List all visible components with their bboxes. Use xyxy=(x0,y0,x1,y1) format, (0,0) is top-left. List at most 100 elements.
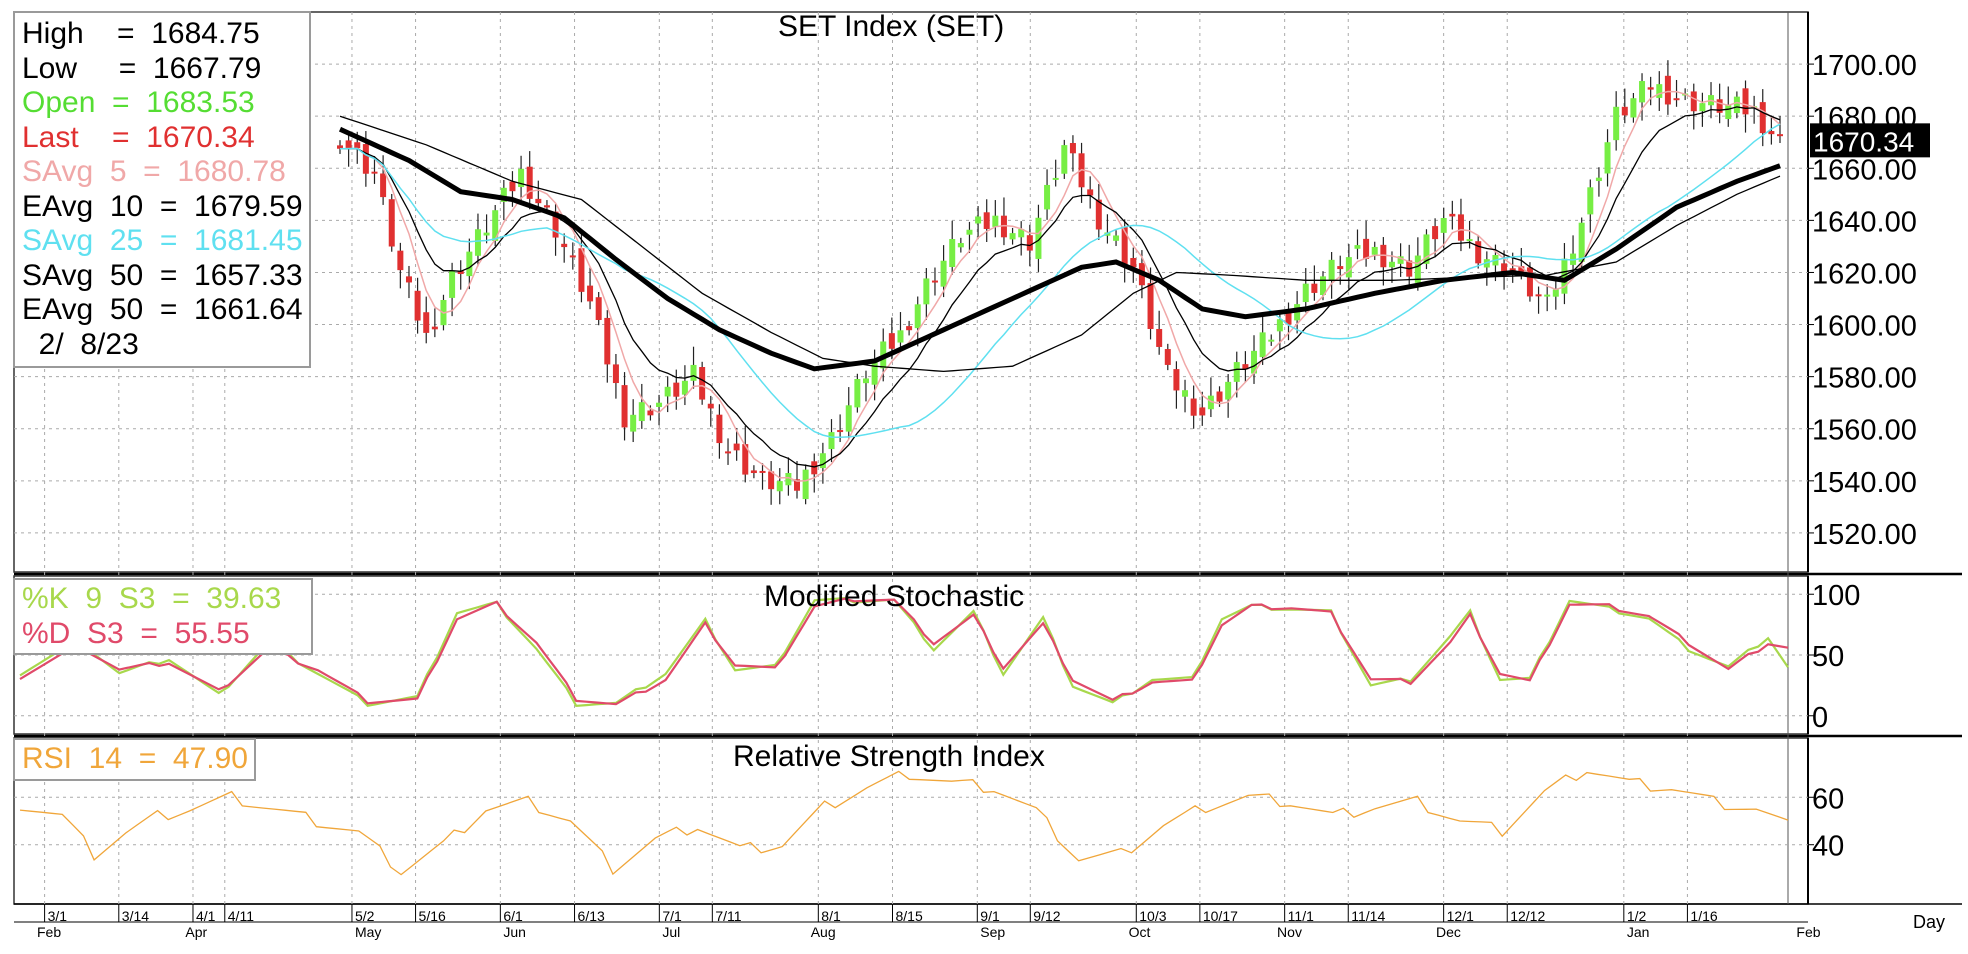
candle-body xyxy=(1544,294,1551,297)
candle-body xyxy=(543,205,550,208)
y-tick-label: 1700.00 xyxy=(1812,50,1917,82)
ema-10-line xyxy=(340,106,1781,468)
axes: 1700.001680.001660.001640.001620.001600.… xyxy=(14,50,1917,940)
candle-body xyxy=(388,199,395,247)
candle-body xyxy=(500,187,507,202)
candle-body xyxy=(1699,103,1706,112)
candle-body xyxy=(569,255,576,258)
candle-body xyxy=(1147,283,1154,329)
y-tick-label: 1540.00 xyxy=(1812,467,1917,499)
candle-body xyxy=(1121,227,1128,265)
x-tick-label: 9/1 xyxy=(980,908,1000,924)
candle-body xyxy=(1216,391,1223,402)
candle-body xyxy=(690,364,697,381)
candle-body xyxy=(656,402,663,407)
candle-body xyxy=(1069,143,1076,154)
candle-body xyxy=(957,243,964,248)
candle-body xyxy=(1397,256,1404,264)
rsi-panel-title: Relative Strength Index xyxy=(733,740,1045,773)
candle-body xyxy=(871,359,878,385)
candle-body xyxy=(1164,349,1171,365)
candle-body xyxy=(837,430,844,433)
candle-body xyxy=(1777,134,1783,137)
candle-body xyxy=(457,270,464,275)
candle-body xyxy=(1501,263,1508,277)
candle-body xyxy=(371,171,378,174)
candle-body xyxy=(1759,102,1766,134)
candle-body xyxy=(561,243,568,248)
candle-body xyxy=(483,232,490,236)
month-label: Feb xyxy=(37,924,61,940)
candle-body xyxy=(466,251,473,277)
x-tick-label: 6/13 xyxy=(578,908,605,924)
legend-entry: 2/ 8/23 xyxy=(22,327,139,361)
candle-body xyxy=(897,330,904,343)
candle-body xyxy=(1475,241,1482,264)
candle-body xyxy=(1276,319,1283,332)
candle-body xyxy=(828,432,835,450)
y-tick-label: 0 xyxy=(1812,702,1828,734)
candle-body xyxy=(1690,91,1697,112)
x-tick-label: 1/2 xyxy=(1627,908,1647,924)
candle-body xyxy=(1009,233,1016,240)
y-tick-label: 60 xyxy=(1812,783,1844,815)
candle-body xyxy=(811,461,818,475)
candle-body xyxy=(1018,228,1025,238)
x-tick-label: 5/2 xyxy=(355,908,375,924)
candle-body xyxy=(1285,312,1292,325)
candle-body xyxy=(1639,81,1646,103)
x-tick-label: 11/14 xyxy=(1351,908,1385,924)
rsi-line xyxy=(19,770,1789,876)
candle-body xyxy=(1130,258,1137,268)
candle-body xyxy=(1423,234,1430,264)
x-tick-label: 8/1 xyxy=(821,908,841,924)
candle-body xyxy=(1432,226,1439,240)
x-tick-label: 7/1 xyxy=(662,908,682,924)
candle-body xyxy=(1414,255,1421,283)
candle-body xyxy=(1621,106,1628,116)
candle-body xyxy=(1440,218,1447,233)
candle-body xyxy=(1552,289,1559,297)
candle-body xyxy=(768,471,775,490)
candle-body xyxy=(906,326,913,331)
candle-body xyxy=(1182,390,1189,397)
candle-body xyxy=(1026,235,1033,251)
legend-entry: %K 9 S3 = 39.63 xyxy=(22,582,282,615)
candle-body xyxy=(630,414,637,432)
candle-body xyxy=(1113,235,1120,241)
candle-body xyxy=(1526,267,1533,297)
candle-body xyxy=(673,382,680,397)
candle-body xyxy=(785,473,792,486)
candle-body xyxy=(1613,106,1620,141)
candle-body xyxy=(750,470,757,474)
candle-body xyxy=(914,304,921,329)
x-tick-label: 9/12 xyxy=(1033,908,1060,924)
candle-body xyxy=(1052,177,1059,180)
candle-body xyxy=(1087,189,1094,196)
candle-body xyxy=(621,385,628,428)
legend-entry: High = 1684.75 xyxy=(22,17,260,50)
y-tick-label: 1580.00 xyxy=(1812,363,1917,395)
y-tick-label: 1600.00 xyxy=(1812,311,1917,343)
candle-body xyxy=(1716,99,1723,113)
y-tick-label: 1640.00 xyxy=(1812,206,1917,238)
candle-body xyxy=(1664,75,1671,105)
candle-body xyxy=(776,481,783,492)
candle-body xyxy=(1768,131,1775,135)
legend-entry: SAvg 5 = 1680.78 xyxy=(22,155,286,188)
candle-body xyxy=(862,378,869,384)
candle-body xyxy=(1259,332,1266,358)
candle-body xyxy=(587,285,594,302)
y-tick-label: 100 xyxy=(1812,580,1860,612)
x-tick-label: 10/17 xyxy=(1203,908,1238,924)
candle-body xyxy=(1302,283,1309,303)
candle-body xyxy=(966,229,973,235)
candle-body xyxy=(354,142,361,149)
candle-body xyxy=(1449,213,1456,217)
candle-body xyxy=(940,260,947,287)
x-tick-label: 8/15 xyxy=(896,908,923,924)
candle-body xyxy=(1156,328,1163,347)
y-tick-label: 40 xyxy=(1812,831,1844,863)
candle-body xyxy=(819,453,826,469)
candle-body xyxy=(1035,217,1042,259)
